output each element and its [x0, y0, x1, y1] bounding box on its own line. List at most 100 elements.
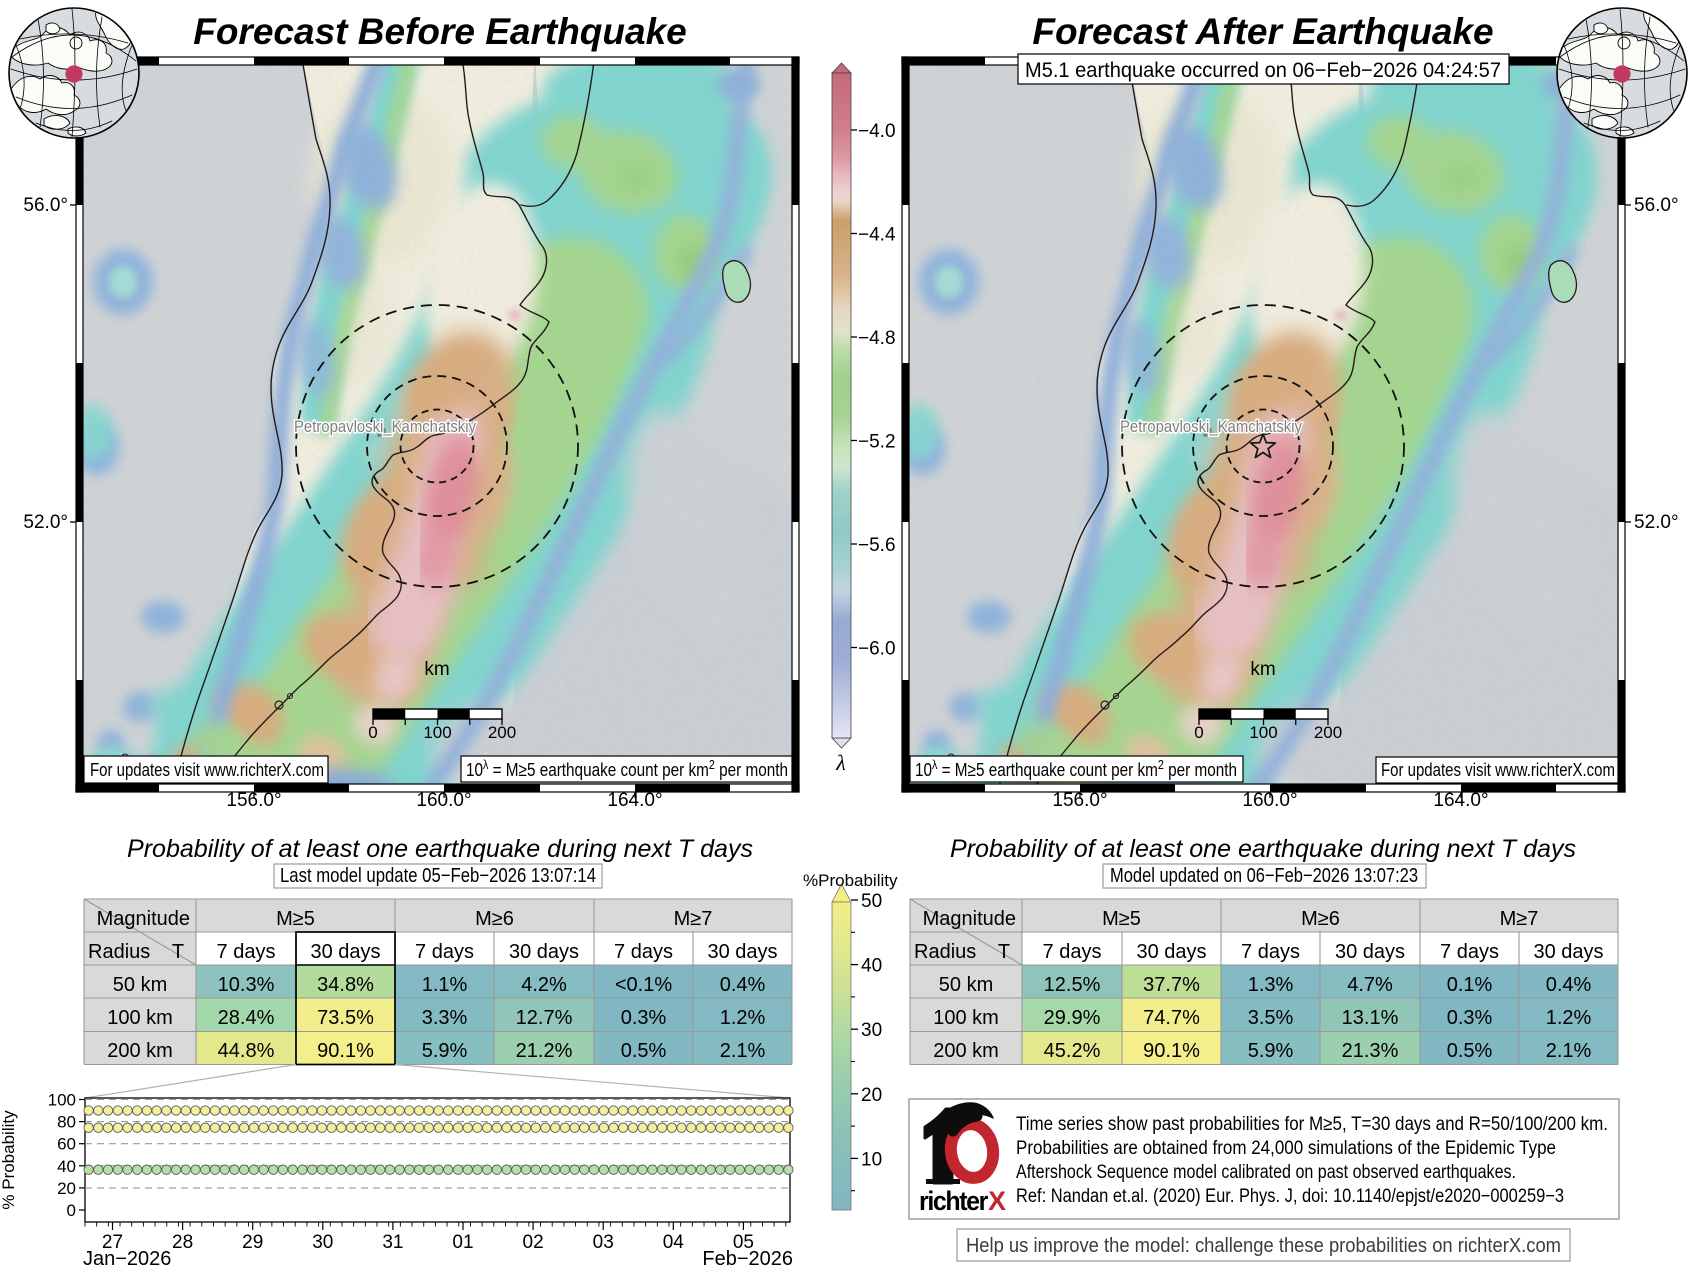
svg-text:5.9%: 5.9%	[422, 1040, 468, 1062]
svg-text:0.3%: 0.3%	[1447, 1007, 1493, 1029]
svg-text:3.3%: 3.3%	[422, 1007, 468, 1029]
svg-text:3.5%: 3.5%	[1248, 1007, 1294, 1029]
svg-text:5.9%: 5.9%	[1248, 1040, 1294, 1062]
svg-text:50 km: 50 km	[113, 974, 167, 996]
svg-text:% Probability: % Probability	[0, 1110, 18, 1210]
svg-text:2.1%: 2.1%	[1546, 1040, 1592, 1062]
svg-text:10: 10	[861, 1149, 882, 1170]
svg-text:100 km: 100 km	[933, 1007, 999, 1029]
svg-text:31: 31	[382, 1232, 403, 1253]
svg-text:10λ = M≥5 earthquake count per: 10λ = M≥5 earthquake count per km2 per m…	[466, 757, 788, 780]
svg-text:0: 0	[67, 1201, 76, 1220]
svg-text:Aftershock Sequence model cali: Aftershock Sequence model calibrated on …	[1016, 1162, 1516, 1183]
svg-text:73.5%: 73.5%	[317, 1007, 374, 1029]
svg-text:100: 100	[48, 1091, 76, 1110]
svg-text:Feb−2026: Feb−2026	[702, 1248, 793, 1267]
svg-text:200 km: 200 km	[933, 1040, 999, 1062]
svg-text:0.5%: 0.5%	[621, 1040, 667, 1062]
svg-text:7 days: 7 days	[614, 941, 673, 963]
svg-text:52.0°: 52.0°	[1634, 512, 1679, 533]
svg-text:7 days: 7 days	[217, 941, 276, 963]
svg-text:56.0°: 56.0°	[1634, 195, 1679, 216]
svg-text:30 days: 30 days	[310, 941, 380, 963]
svg-text:12.5%: 12.5%	[1044, 974, 1101, 996]
svg-text:21.2%: 21.2%	[516, 1040, 573, 1062]
svg-text:45.2%: 45.2%	[1044, 1040, 1101, 1062]
svg-text:M≥6: M≥6	[1301, 908, 1340, 930]
svg-text:02: 02	[523, 1232, 544, 1253]
svg-text:56.0°: 56.0°	[23, 195, 68, 216]
svg-text:28: 28	[172, 1232, 193, 1253]
svg-text:164.0°: 164.0°	[1433, 790, 1488, 811]
svg-text:<0.1%: <0.1%	[615, 974, 672, 996]
svg-text:04: 04	[663, 1232, 685, 1253]
svg-text:4.7%: 4.7%	[1347, 974, 1393, 996]
svg-text:4.2%: 4.2%	[521, 974, 567, 996]
svg-text:Help us improve the model: cha: Help us improve the model: challenge the…	[966, 1234, 1561, 1257]
svg-text:30 days: 30 days	[707, 941, 777, 963]
svg-text:Probabilities are obtained fro: Probabilities are obtained from 24,000 s…	[1016, 1138, 1556, 1159]
svg-text:Probability of at least one ea: Probability of at least one earthquake d…	[127, 835, 753, 863]
svg-text:1.2%: 1.2%	[720, 1007, 766, 1029]
svg-text:74.7%: 74.7%	[1143, 1007, 1200, 1029]
svg-text:Ref: Nandan et.al. (2020) Eur.: Ref: Nandan et.al. (2020) Eur. Phys. J, …	[1016, 1186, 1564, 1207]
svg-text:Magnitude: Magnitude	[97, 908, 190, 930]
svg-text:12.7%: 12.7%	[516, 1007, 573, 1029]
svg-text:Model updated on 06−Feb−2026 1: Model updated on 06−Feb−2026 13:07:23	[1110, 865, 1418, 887]
svg-text:richter: richter	[919, 1186, 989, 1216]
svg-text:Last model update 05−Feb−2026: Last model update 05−Feb−2026 13:07:14	[280, 865, 596, 887]
svg-text:40: 40	[861, 956, 882, 977]
svg-text:−4.8: −4.8	[858, 328, 896, 349]
svg-text:λ: λ	[835, 750, 846, 775]
svg-text:−5.2: −5.2	[858, 432, 896, 453]
svg-text:160.0°: 160.0°	[1242, 790, 1297, 811]
svg-text:−4.0: −4.0	[858, 121, 896, 142]
svg-text:156.0°: 156.0°	[226, 790, 281, 811]
svg-text:7 days: 7 days	[1440, 941, 1499, 963]
svg-text:30: 30	[312, 1232, 333, 1253]
svg-text:Time series show past probabil: Time series show past probabilities for …	[1016, 1114, 1608, 1135]
svg-text:0.3%: 0.3%	[621, 1007, 667, 1029]
svg-text:50: 50	[861, 891, 882, 912]
svg-text:M≥5: M≥5	[276, 908, 315, 930]
svg-text:10.3%: 10.3%	[218, 974, 275, 996]
svg-text:30 days: 30 days	[1136, 941, 1206, 963]
svg-text:50 km: 50 km	[939, 974, 993, 996]
svg-text:2.1%: 2.1%	[720, 1040, 766, 1062]
svg-text:27: 27	[102, 1232, 123, 1253]
svg-text:1.2%: 1.2%	[1546, 1007, 1592, 1029]
svg-text:1.1%: 1.1%	[422, 974, 468, 996]
svg-text:−6.0: −6.0	[858, 639, 896, 660]
svg-text:−4.4: −4.4	[858, 225, 896, 246]
svg-text:100 km: 100 km	[107, 1007, 173, 1029]
svg-text:7 days: 7 days	[1043, 941, 1102, 963]
svg-text:90.1%: 90.1%	[317, 1040, 374, 1062]
svg-text:30 days: 30 days	[509, 941, 579, 963]
svg-text:29: 29	[242, 1232, 263, 1253]
svg-text:34.8%: 34.8%	[317, 974, 374, 996]
svg-text:164.0°: 164.0°	[607, 790, 662, 811]
svg-text:90.1%: 90.1%	[1143, 1040, 1200, 1062]
svg-text:160.0°: 160.0°	[416, 790, 471, 811]
svg-text:7 days: 7 days	[1241, 941, 1300, 963]
svg-text:For updates visit www.richterX: For updates visit www.richterX.com	[90, 759, 324, 780]
svg-text:0.5%: 0.5%	[1447, 1040, 1493, 1062]
svg-text:−5.6: −5.6	[858, 535, 896, 556]
svg-text:0.4%: 0.4%	[720, 974, 766, 996]
svg-text:Magnitude: Magnitude	[923, 908, 1016, 930]
svg-text:Radius: Radius	[88, 941, 150, 963]
svg-text:28.4%: 28.4%	[218, 1007, 275, 1029]
svg-text:%Probability: %Probability	[803, 871, 898, 890]
svg-text:Jan−2026: Jan−2026	[83, 1248, 171, 1267]
svg-text:For updates visit www.richterX: For updates visit www.richterX.com	[1381, 759, 1615, 780]
svg-text:Probability of at least one ea: Probability of at least one earthquake d…	[950, 835, 1576, 863]
svg-text:T: T	[172, 941, 184, 963]
svg-text:X: X	[988, 1186, 1006, 1216]
svg-text:20: 20	[861, 1085, 882, 1106]
svg-text:21.3%: 21.3%	[1342, 1040, 1399, 1062]
svg-text:0.1%: 0.1%	[1447, 974, 1493, 996]
svg-text:52.0°: 52.0°	[23, 512, 68, 533]
svg-text:03: 03	[593, 1232, 614, 1253]
svg-text:M≥7: M≥7	[674, 908, 713, 930]
svg-text:1.3%: 1.3%	[1248, 974, 1294, 996]
